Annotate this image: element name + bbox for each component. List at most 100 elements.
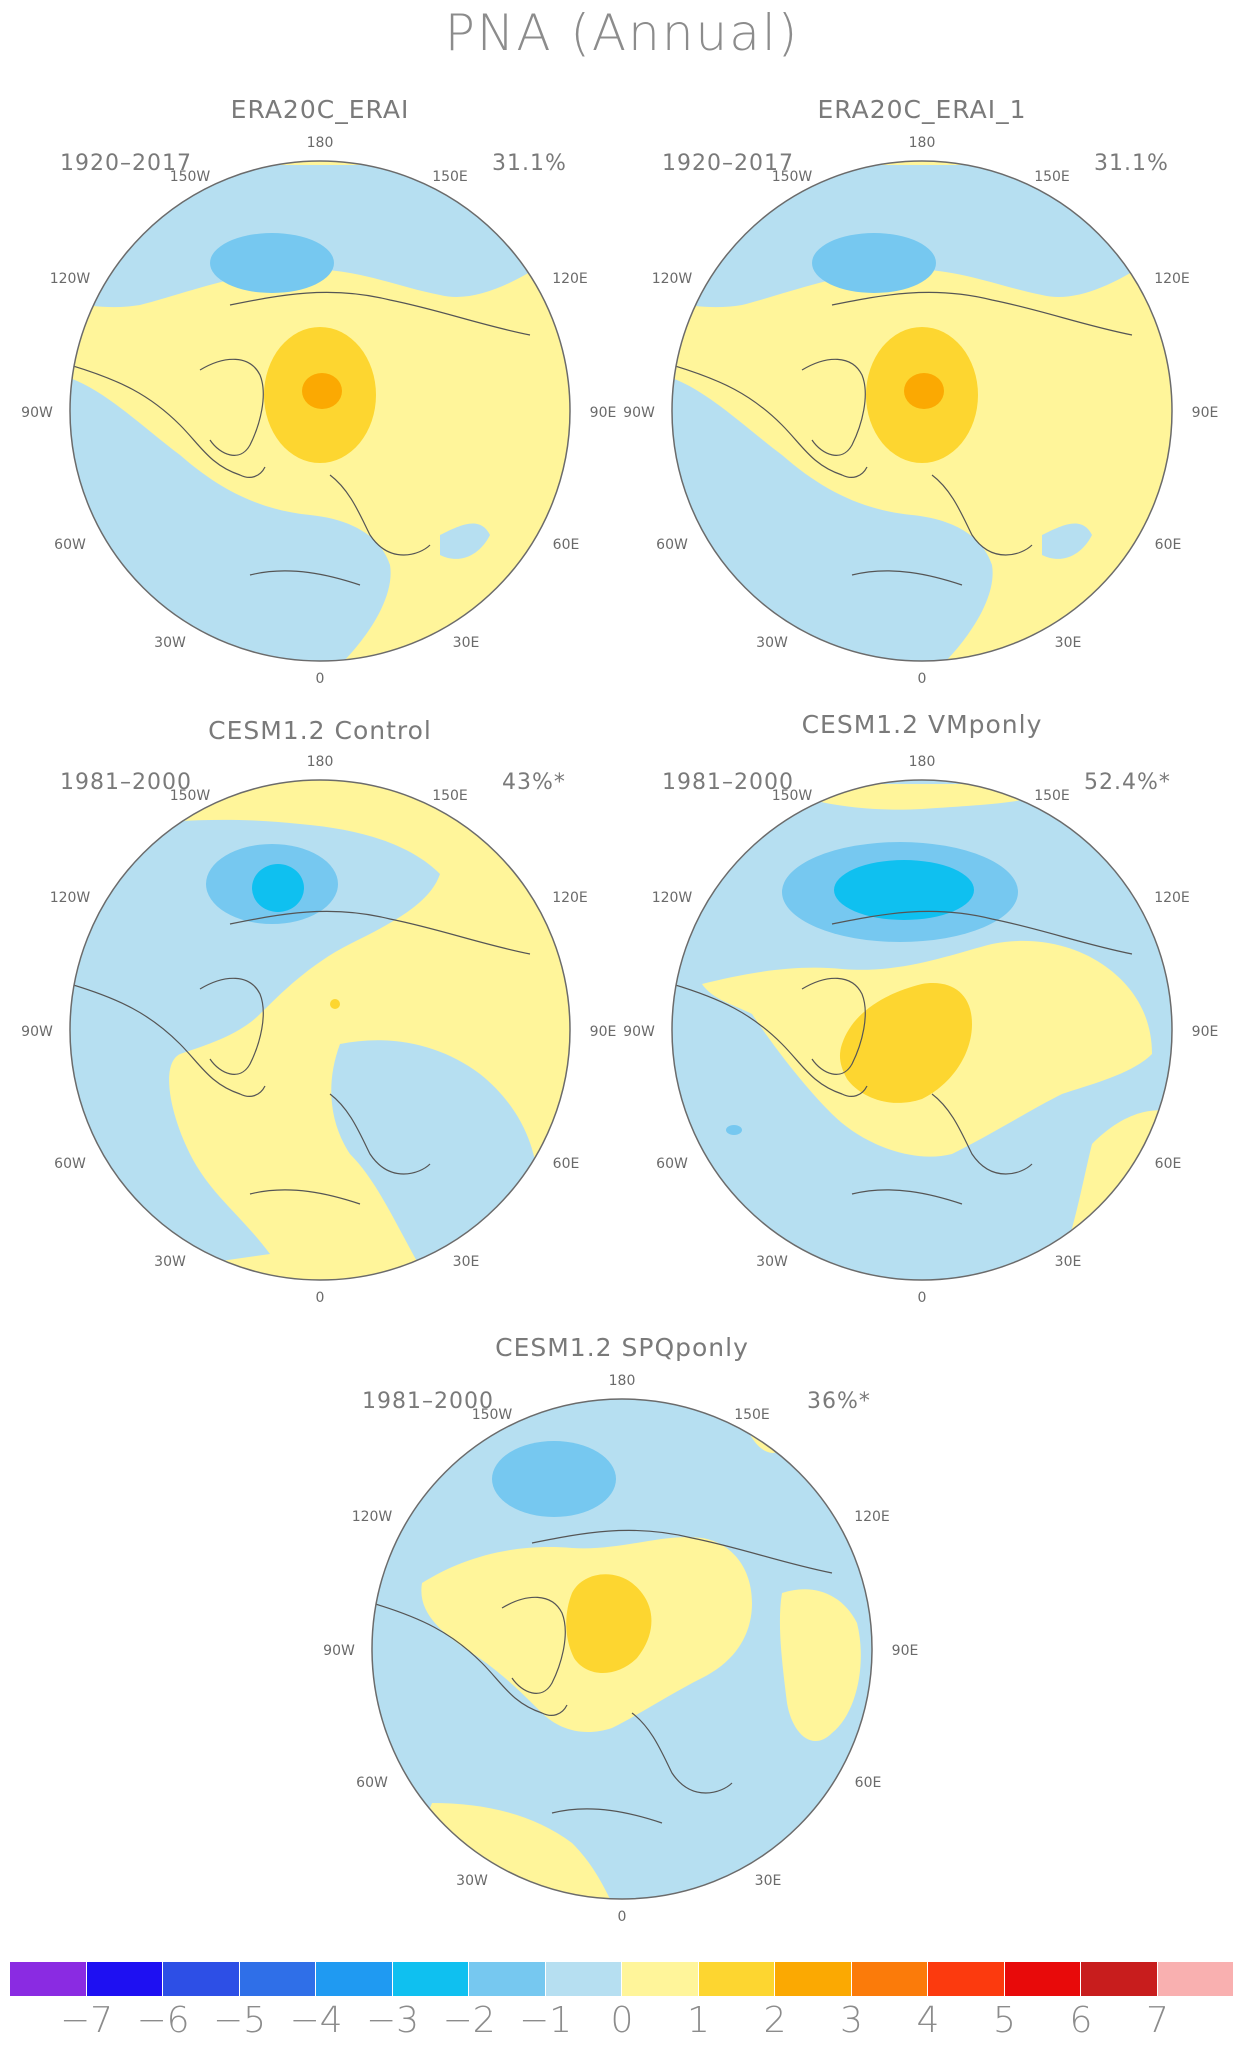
lon-label-120e: 120E (1154, 890, 1190, 906)
panel-period: 1981–2000 (662, 770, 794, 795)
lon-label-150e: 150E (734, 1407, 770, 1423)
lon-label-30e: 30E (1054, 1254, 1082, 1270)
lon-label-30e: 30E (1054, 635, 1082, 651)
panel-period: 1981–2000 (60, 770, 192, 795)
lon-label-90e: 90E (1191, 405, 1219, 421)
coastlines (372, 1529, 833, 1824)
lon-label-30w: 30W (154, 635, 186, 651)
strong-positive-anomaly (302, 373, 342, 409)
peak-negative-anomaly (834, 860, 974, 920)
colorbar-tick-label: 2 (763, 2000, 787, 2041)
negative-anomaly-region (672, 165, 1172, 308)
map-boundary (69, 160, 571, 662)
lon-label-120e: 120E (1154, 271, 1190, 287)
negative-anomaly-region (70, 819, 440, 1280)
lon-label-120w: 120W (651, 271, 693, 287)
map-boundary (671, 779, 1173, 1281)
lon-label-30w: 30W (756, 1254, 788, 1270)
lon-label-30e: 30E (452, 635, 480, 651)
colorbar-tick-label: 3 (840, 2000, 863, 2041)
figure-title: PNA (Annual) (444, 4, 800, 62)
lon-label-150e: 150E (1034, 788, 1070, 804)
lon-label-150e: 150E (1034, 169, 1070, 185)
lon-label-120e: 120E (552, 890, 588, 906)
colorbar-tick-label: −6 (136, 2000, 190, 2041)
map-panel-cesm-vmponly: CESM1.2 VMponly 1981–2000 52.4%* (612, 710, 1232, 1334)
colorbar-segment (316, 1962, 393, 1996)
colorbar-segment (392, 1962, 469, 1996)
colorbar-segment (469, 1962, 546, 1996)
colorbar-tick-label: 0 (610, 2000, 634, 2041)
positive-anomaly-spot (330, 999, 340, 1009)
colorbar-tick-label: 6 (1069, 2000, 1093, 2041)
colorbar-segment (163, 1962, 240, 1996)
panel-title: ERA20C_ERAI (230, 95, 410, 124)
colorbar-tick-label: −2 (442, 2000, 496, 2041)
panel-percent: 36%* (807, 1389, 871, 1414)
map-panel-era20c-erai-1: ERA20C_ERAI_1 1920–2017 31.1% (612, 95, 1232, 715)
panel-period: 1920–2017 (662, 151, 794, 176)
strong-negative-anomaly (210, 233, 334, 293)
lon-label-0: 0 (917, 1290, 927, 1306)
lon-label-90e: 90E (589, 1024, 617, 1040)
polar-map (69, 160, 571, 662)
colorbar-segment (10, 1962, 87, 1996)
map-panel-cesm-spqponly: CESM1.2 SPQponly 1981–2000 36%* (312, 1333, 932, 1953)
positive-anomaly-region (779, 1589, 861, 1742)
negative-anomaly-region (1042, 523, 1092, 559)
lon-label-60w: 60W (54, 537, 86, 553)
peak-negative-anomaly (252, 864, 304, 912)
lon-label-150e: 150E (432, 788, 468, 804)
lon-label-90e: 90E (589, 405, 617, 421)
colorbar-segment (775, 1962, 852, 1996)
map-boundary (371, 1398, 873, 1900)
coastlines (70, 291, 531, 586)
lon-label-60w: 60W (356, 1775, 388, 1791)
lon-label-30e: 30E (754, 1873, 782, 1889)
colorbar-segment (622, 1962, 699, 1996)
panel-title: CESM1.2 SPQponly (495, 1333, 749, 1362)
lon-label-90w: 90W (623, 1024, 655, 1040)
panel-title: ERA20C_ERAI_1 (817, 95, 1027, 124)
panel-title: CESM1.2 Control (208, 716, 432, 745)
colorbar-tick-label: 5 (993, 2000, 1016, 2041)
coastlines (672, 291, 1133, 586)
panel-title: CESM1.2 VMponly (801, 710, 1043, 739)
colorbar-labels: −7 −6 −5 −4 −3 −2 −1 0 1 2 3 4 5 6 7 (10, 2000, 1234, 2044)
panel-percent: 43%* (502, 770, 566, 795)
polar-map (69, 779, 571, 1281)
positive-anomaly-core (839, 983, 972, 1103)
map-boundary (69, 779, 571, 1281)
polar-map (371, 1398, 873, 1900)
lon-label-0: 0 (917, 671, 927, 687)
lon-label-120w: 120W (351, 1509, 393, 1525)
panel-percent: 52.4%* (1084, 770, 1171, 795)
lon-label-60w: 60W (656, 537, 688, 553)
panel-period: 1920–2017 (60, 151, 192, 176)
positive-anomaly-core (566, 1574, 652, 1673)
lon-label-120w: 120W (49, 890, 91, 906)
lon-label-120w: 120W (49, 271, 91, 287)
colorbar-tick-label: −1 (518, 2000, 573, 2041)
colorbar-segment (851, 1962, 928, 1996)
lon-label-120e: 120E (552, 271, 588, 287)
negative-anomaly-spot (726, 1125, 742, 1135)
lon-label-90e: 90E (891, 1643, 919, 1659)
colorbar-segment (1081, 1962, 1158, 1996)
lon-label-30w: 30W (756, 635, 788, 651)
lon-label-90w: 90W (323, 1643, 355, 1659)
strong-negative-anomaly (812, 233, 936, 293)
colorbar-tick-label: −7 (59, 2000, 114, 2041)
lon-label-180: 180 (908, 754, 936, 770)
negative-anomaly-region (70, 165, 570, 308)
colorbar-tick-label: −5 (212, 2000, 267, 2041)
panel-percent: 31.1% (492, 151, 567, 176)
lon-label-90e: 90E (1191, 1024, 1219, 1040)
lon-label-60e: 60E (1154, 537, 1182, 553)
strong-negative-anomaly (492, 1441, 616, 1517)
lon-label-30w: 30W (154, 1254, 186, 1270)
lon-label-150w: 150W (169, 169, 211, 185)
lon-label-150e: 150E (432, 169, 468, 185)
lon-label-180: 180 (306, 135, 334, 151)
lon-label-60w: 60W (656, 1156, 688, 1172)
